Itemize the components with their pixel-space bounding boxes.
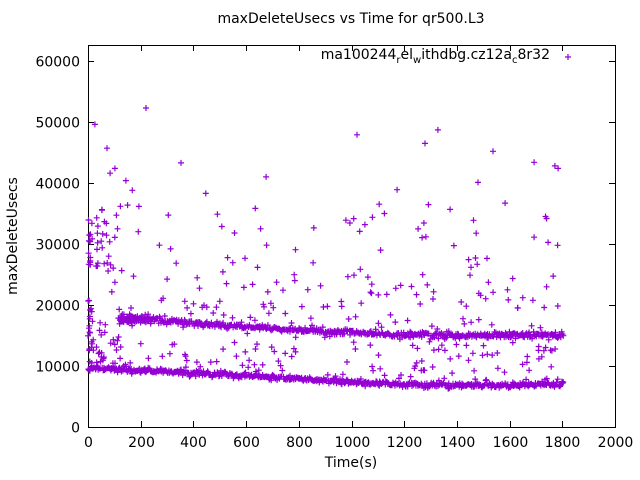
points-warmup-funnel xyxy=(86,318,124,367)
legend-label-text: el xyxy=(400,47,414,63)
points-upper-band-onset xyxy=(116,311,152,326)
x-tick-label: 1800 xyxy=(545,435,581,451)
x-tick-label: 0 xyxy=(84,435,93,451)
legend: ma100244relwithdbg.cz12ac8r32 xyxy=(88,47,550,66)
x-tick-label: 200 xyxy=(128,435,155,451)
scatter-points xyxy=(85,105,567,392)
y-tick-label: 10000 xyxy=(35,360,80,376)
legend-label-subscript: w xyxy=(413,54,422,66)
legend-series-label: ma100244relwithdbg.cz12ac8r32 xyxy=(320,47,550,66)
x-tick-label: 2000 xyxy=(598,435,634,451)
legend-label-subscript: c xyxy=(512,54,518,66)
points-between-bands xyxy=(127,339,559,375)
x-tick-label: 1200 xyxy=(387,435,423,451)
x-tick-label: 1600 xyxy=(493,435,529,451)
points-lower-band xyxy=(85,353,567,392)
y-tick-label: 50000 xyxy=(35,116,80,132)
x-axis-label: Time(s) xyxy=(324,455,377,471)
y-tick-label: 60000 xyxy=(35,55,80,71)
points-upper-band xyxy=(115,300,567,345)
axes-and-ticks: 0 200 400 600 800 1000 1200 1400 1600 1800 2000010… xyxy=(35,45,633,451)
legend-plus-marker-icon xyxy=(565,54,571,60)
y-tick-label: 20000 xyxy=(35,299,80,315)
y-axis-label: maxDeleteUsecs xyxy=(5,177,21,295)
legend-label-text: ithdbg.cz12a xyxy=(421,47,513,63)
x-tick-label: 1400 xyxy=(440,435,476,451)
y-tick-label: 0 xyxy=(71,421,80,437)
legend-label-subscript: r xyxy=(396,54,401,66)
x-tick-label: 1000 xyxy=(335,435,371,451)
x-tick-label: 600 xyxy=(233,435,260,451)
points-outliers xyxy=(91,105,562,207)
points-startup-high xyxy=(85,206,121,272)
legend-label-text: ma100244 xyxy=(320,47,397,63)
x-tick-label: 400 xyxy=(180,435,207,451)
y-tick-label: 30000 xyxy=(35,238,80,254)
chart-title: maxDeleteUsecs vs Time for qr500.L3 xyxy=(217,11,484,27)
x-tick-label: 800 xyxy=(286,435,313,451)
y-tick-label: 40000 xyxy=(35,177,80,193)
points-mid-scatter xyxy=(94,201,561,311)
legend-label-text: 8r32 xyxy=(517,47,550,63)
